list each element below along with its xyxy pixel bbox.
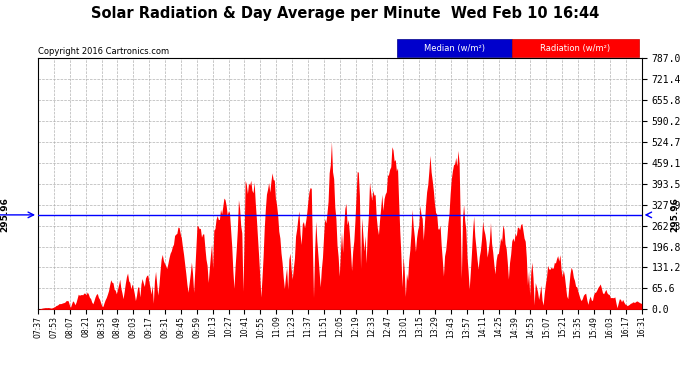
Text: 295.96: 295.96 [671, 198, 680, 232]
FancyBboxPatch shape [397, 39, 512, 57]
Text: Median (w/m²): Median (w/m²) [424, 44, 485, 52]
Text: Solar Radiation & Day Average per Minute  Wed Feb 10 16:44: Solar Radiation & Day Average per Minute… [91, 6, 599, 21]
Text: 295.96: 295.96 [0, 198, 9, 232]
FancyBboxPatch shape [512, 39, 639, 57]
Text: Radiation (w/m²): Radiation (w/m²) [540, 44, 611, 52]
Text: Copyright 2016 Cartronics.com: Copyright 2016 Cartronics.com [38, 46, 169, 56]
